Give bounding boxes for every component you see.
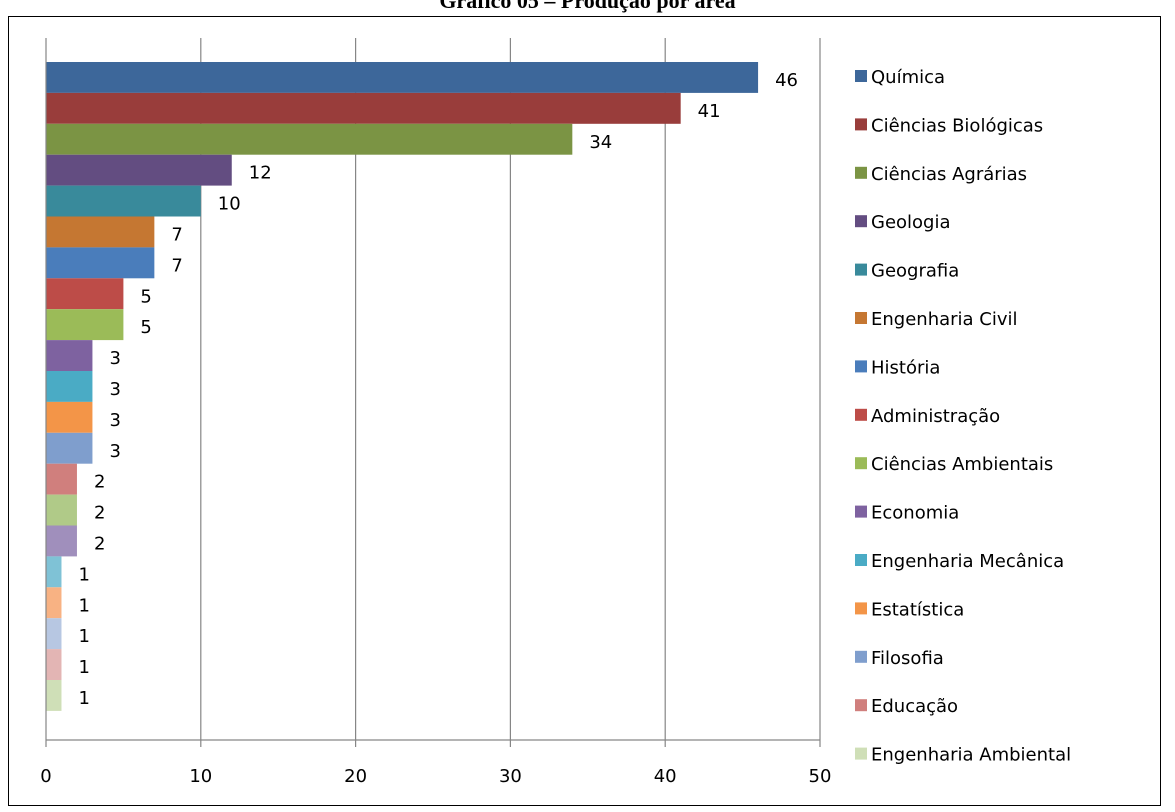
legend-swatch-12 — [855, 650, 867, 663]
legend-swatch-1 — [855, 118, 867, 131]
legend-label-3: Geologia — [871, 212, 951, 233]
data-label-18: 1 — [78, 626, 89, 647]
data-label-8: 5 — [140, 317, 151, 338]
bar-16 — [46, 556, 62, 588]
bar-3 — [46, 154, 232, 186]
data-label-20: 1 — [78, 688, 89, 709]
bar-18 — [46, 618, 62, 650]
legend-swatch-13 — [855, 699, 867, 712]
bar-8 — [46, 309, 124, 341]
bar-17 — [46, 587, 62, 619]
legend-label-6: História — [871, 357, 940, 378]
legend-label-10: Engenharia Mecânica — [871, 551, 1064, 572]
data-label-15: 2 — [94, 534, 105, 555]
legend-label-7: Administração — [871, 406, 1000, 427]
legend-swatch-9 — [855, 505, 867, 518]
bar-1 — [46, 92, 681, 124]
bar-13 — [46, 463, 77, 495]
data-label-0: 46 — [775, 70, 798, 91]
legend-swatch-4 — [855, 263, 867, 276]
legend-label-5: Engenharia Civil — [871, 309, 1018, 330]
legend-swatch-7 — [855, 408, 867, 421]
legend-label-1: Ciências Biológicas — [871, 115, 1043, 136]
legend-swatch-0 — [855, 70, 867, 82]
bar-7 — [46, 278, 124, 310]
bar-15 — [46, 525, 77, 557]
x-tick-label-30: 30 — [499, 766, 522, 787]
data-label-9: 3 — [109, 348, 120, 369]
data-label-11: 3 — [109, 410, 120, 431]
legend-swatch-2 — [855, 166, 867, 179]
legend-swatch-10 — [855, 554, 867, 566]
chart-title: Gráfico 05 – Produção por área — [439, 0, 736, 13]
data-label-4: 10 — [218, 194, 241, 215]
legend-swatch-5 — [855, 312, 867, 324]
data-label-16: 1 — [78, 564, 89, 585]
legend-label-9: Economia — [871, 503, 959, 524]
x-tick-label-10: 10 — [189, 766, 212, 787]
data-label-6: 7 — [171, 255, 182, 276]
data-label-10: 3 — [109, 379, 120, 400]
bar-9 — [46, 340, 93, 371]
bar-2 — [46, 123, 573, 155]
bar-0 — [46, 62, 759, 93]
legend-label-14: Engenharia Ambiental — [871, 745, 1071, 766]
bar-5 — [46, 216, 155, 248]
legend-label-12: Filosofia — [871, 648, 944, 669]
data-label-14: 2 — [94, 503, 105, 524]
legend-swatch-8 — [855, 457, 867, 470]
legend-swatch-6 — [855, 360, 867, 373]
data-label-19: 1 — [78, 657, 89, 678]
legend-label-13: Educação — [871, 696, 958, 717]
data-label-2: 34 — [589, 132, 612, 153]
legend-swatch-3 — [855, 215, 867, 228]
legend-label-11: Estatística — [871, 599, 964, 620]
legend-swatch-11 — [855, 602, 867, 615]
chart-frame — [8, 16, 1161, 806]
data-label-17: 1 — [78, 595, 89, 616]
bar-6 — [46, 247, 155, 279]
legend-swatch-14 — [855, 747, 867, 760]
bar-12 — [46, 432, 93, 464]
bar-4 — [46, 185, 201, 217]
legend-label-0: Química — [871, 67, 945, 88]
data-label-5: 7 — [171, 225, 182, 246]
bar-10 — [46, 371, 93, 402]
x-tick-label-40: 40 — [654, 766, 677, 787]
bar-11 — [46, 401, 93, 433]
data-label-7: 5 — [140, 286, 151, 307]
legend-label-2: Ciências Agrárias — [871, 164, 1027, 185]
legend-label-8: Ciências Ambientais — [871, 454, 1053, 475]
x-tick-label-50: 50 — [809, 766, 832, 787]
data-label-13: 2 — [94, 472, 105, 493]
legend-label-4: Geografia — [871, 261, 959, 282]
data-label-3: 12 — [249, 163, 272, 184]
bar-19 — [46, 649, 62, 680]
x-tick-label-20: 20 — [344, 766, 367, 787]
data-label-1: 41 — [698, 101, 721, 122]
data-label-12: 3 — [109, 441, 120, 462]
bar-20 — [46, 680, 62, 711]
bar-14 — [46, 494, 77, 526]
x-tick-label-0: 0 — [40, 766, 51, 787]
